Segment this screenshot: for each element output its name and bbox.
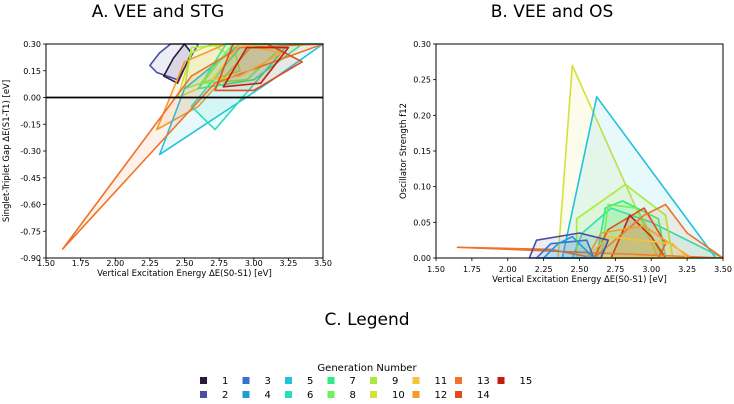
x-tick-label: 3.00: [245, 259, 263, 268]
y-tick-label: -0.30: [20, 147, 41, 156]
panel-a-title: A. VEE and STG: [92, 2, 224, 22]
y-tick-label: 0.00: [413, 254, 431, 263]
panel-b-title: B. VEE and OS: [491, 2, 614, 22]
x-tick-label: 2.00: [106, 259, 124, 268]
y-tick-label: -0.75: [20, 227, 41, 236]
legend-label-15: 15: [520, 376, 533, 387]
y-tick-label: 0.05: [413, 218, 431, 227]
legend-swatch-10: [370, 391, 377, 398]
legend-swatch-14: [455, 391, 462, 398]
y-tick-label: 0.00: [23, 94, 41, 103]
legend-label-13: 13: [477, 376, 490, 387]
x-tick-label: 2.25: [535, 265, 553, 274]
legend-label-8: 8: [350, 390, 356, 401]
panel-a-plot-area: [45, 43, 324, 259]
legend-swatch-15: [497, 377, 505, 384]
x-tick-label: 2.25: [141, 259, 159, 268]
x-tick-label: 2.50: [571, 265, 589, 274]
legend-swatch-9: [370, 377, 377, 384]
y-tick-label: 0.30: [413, 40, 431, 49]
x-tick-label: 2.75: [210, 259, 228, 268]
x-tick-label: 2.00: [499, 265, 517, 274]
x-tick-label: 1.50: [427, 265, 445, 274]
x-tick-label: 3.50: [314, 259, 332, 268]
legend-swatch-6: [285, 391, 292, 398]
legend-label-5: 5: [307, 376, 313, 387]
legend-label-12: 12: [435, 390, 448, 401]
legend-swatch-3: [242, 377, 250, 384]
x-tick-label: 1.75: [72, 259, 90, 268]
y-tick-label: 0.25: [413, 76, 431, 85]
y-tick-label: 0.20: [413, 111, 431, 120]
legend-swatch-13: [455, 377, 462, 384]
y-tick-label: -0.45: [20, 174, 41, 183]
y-tick-label: 0.10: [413, 183, 431, 192]
x-tick-label: 3.00: [642, 265, 660, 274]
hull-gen-13: [61, 43, 324, 250]
legend-label-4: 4: [265, 390, 271, 401]
x-tick-label: 3.50: [714, 265, 732, 274]
legend-swatch-4: [242, 391, 250, 398]
x-tick-label: 3.25: [678, 265, 696, 274]
x-tick-label: 2.50: [176, 259, 194, 268]
legend-label-1: 1: [222, 376, 228, 387]
legend-swatch-11: [412, 377, 420, 384]
legend-swatch-7: [327, 377, 335, 384]
legend-swatch-1: [200, 377, 207, 384]
panel-b: B. VEE and OS 1.50 1.75 2.00 2.25 2.50 2.75 3.…: [399, 2, 732, 285]
hull-gen-15: [222, 46, 290, 88]
x-tick-label: 2.75: [606, 265, 624, 274]
y-tick-label: 0.15: [23, 67, 41, 76]
legend-label-3: 3: [265, 376, 271, 387]
panel-a-x-label: Vertical Excitation Energy ΔE(S0-S1) [eV…: [97, 269, 272, 279]
panel-b-hulls: [456, 64, 724, 259]
y-tick-label: -0.15: [20, 120, 41, 129]
legend-label-9: 9: [392, 376, 398, 387]
hull-gen-13: [456, 203, 724, 259]
legend-panel-title: C. Legend: [324, 310, 409, 330]
y-tick-label: 0.15: [413, 147, 431, 156]
legend-swatch-2: [200, 391, 207, 398]
y-tick-label: -0.90: [20, 254, 41, 263]
panel-b-y-label: Oscillator Strength f12: [399, 103, 409, 199]
legend-label-6: 6: [307, 390, 313, 401]
y-tick-label: 0.30: [23, 40, 41, 49]
hull-gen-1: [162, 43, 193, 84]
legend-label-10: 10: [392, 390, 405, 401]
panel-a-y-label: Singlet-Triplet Gap ΔE(S1-T1) [eV]: [2, 80, 12, 222]
panel-a: A. VEE and STG 1.50 1.75 2.00 2.25 2.50 2.75 3…: [2, 2, 332, 279]
legend-label-11: 11: [435, 376, 448, 387]
x-tick-label: 1.75: [463, 265, 481, 274]
x-tick-label: 3.25: [279, 259, 297, 268]
panel-b-x-ticks: 1.50 1.75 2.00 2.25 2.50 2.75 3.00 3.25 3.50: [427, 258, 732, 274]
legend-panel: C. Legend Generation Number 123456789101…: [200, 310, 532, 401]
legend-swatch-12: [412, 391, 420, 398]
hull-gen-11: [211, 43, 283, 81]
y-tick-label: -0.60: [20, 201, 41, 210]
legend-title: Generation Number: [317, 363, 417, 374]
panel-b-y-ticks: 0.30 0.25 0.20 0.15 0.10 0.05 0.00: [413, 40, 436, 263]
x-tick-label: 1.50: [37, 259, 55, 268]
legend-label-7: 7: [350, 376, 356, 387]
legend-label-2: 2: [222, 390, 228, 401]
legend-label-14: 14: [477, 390, 490, 401]
panel-b-x-label: Vertical Excitation Energy ΔE(S0-S1) [eV…: [492, 275, 667, 285]
panel-a-x-ticks: 1.50 1.75 2.00 2.25 2.50 2.75 3.00 3.25 3.50: [37, 258, 332, 268]
legend-swatch-5: [285, 377, 292, 384]
legend-swatch-8: [327, 391, 335, 398]
panel-a-y-ticks: 0.30 0.15 0.00 -0.15 -0.30 -0.45 -0.60 -0.75 -0.…: [20, 40, 46, 263]
